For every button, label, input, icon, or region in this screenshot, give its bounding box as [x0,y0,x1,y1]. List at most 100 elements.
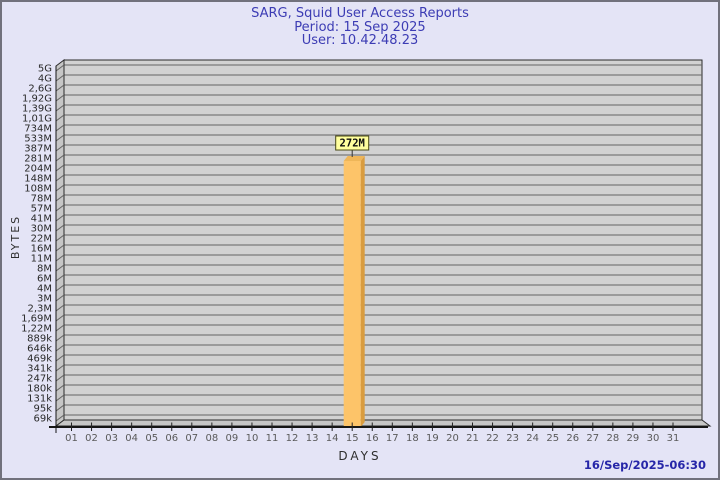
y-tick-label: 69k [33,414,52,425]
left-wall [55,59,65,427]
wall-tick [55,164,65,172]
report-header: SARG, Squid User Access Reports Period: … [2,7,718,48]
x-tick-label: 25 [546,433,559,444]
wall-tick [55,294,65,302]
wall-tick [55,84,65,92]
report-period: Period: 15 Sep 2025 [294,19,426,35]
x-tick-label: 18 [406,433,419,444]
wall-tick [55,414,65,422]
x-tick-label: 27 [586,433,599,444]
wall-tick [55,344,65,352]
wall-tick [55,394,65,402]
floor [54,419,712,427]
wall-tick [55,384,65,392]
y-tick-label: 2,3M [27,304,52,315]
y-tick-label: 3M [37,294,52,305]
x-tick-label: 24 [526,433,539,444]
x-tick-label: 29 [627,433,640,444]
wall-tick [55,214,65,222]
x-tick-label: 30 [647,433,660,444]
y-tick-label: 387M [24,144,52,155]
x-tick-label: 11 [266,433,279,444]
wall-tick [55,94,65,102]
y-tick-label: 57M [31,204,52,215]
x-axis-title: DAYS [338,449,382,463]
generated-timestamp: 16/Sep/2025-06:30 [583,458,706,472]
wall-tick [55,104,65,112]
x-tick-label: 12 [286,433,299,444]
y-tick-label: 5G [38,64,52,75]
x-tick-label: 15 [346,433,359,444]
wall-tick [55,254,65,262]
y-tick-label: 1,01G [22,114,52,125]
x-tick-label: 23 [506,433,519,444]
x-tick-label: 07 [185,433,198,444]
y-tick-label: 281M [24,154,52,165]
y-tick-label: 78M [31,194,52,205]
x-tick-label: 03 [105,433,118,444]
wall-tick [55,64,65,72]
wall-tick [55,334,65,342]
wall-tick [55,324,65,332]
y-tick-label: 1,39G [22,104,52,115]
wall-tick [55,144,65,152]
y-tick-label: 131k [27,394,52,405]
wall-tick [55,194,65,202]
x-tick-label: 13 [306,433,319,444]
x-tick-label: 09 [226,433,239,444]
wall-tick [55,244,65,252]
x-tick-label: 19 [426,433,439,444]
wall-tick [55,154,65,162]
wall-tick [55,224,65,232]
wall-tick [55,404,65,412]
wall-tick [55,124,65,132]
y-tick-label: 247k [27,374,52,385]
x-tick-label: 20 [446,433,459,444]
y-tick-label: 533M [24,134,52,145]
report-user: User: 10.42.48.23 [301,33,419,48]
y-tick-label: 22M [31,234,52,245]
y-tick-label: 1,69M [21,314,52,325]
wall-tick [55,134,65,142]
wall-tick [55,184,65,192]
y-tick-label: 11M [31,254,52,265]
x-tick-label: 17 [386,433,399,444]
x-tick-label: 14 [326,433,339,444]
wall-tick [55,284,65,292]
y-tick-label: 646k [27,344,52,355]
x-tick-label: 31 [667,433,680,444]
x-tick-label: 05 [145,433,158,444]
wall-tick [55,74,65,82]
wall-tick [55,314,65,322]
value-callout-label: 272M [340,138,365,150]
x-tick-label: 10 [246,433,259,444]
plot-back-wall [63,59,703,421]
x-tick-label: 02 [85,433,98,444]
bar [343,161,361,427]
bar-top-face [343,156,365,162]
y-tick-label: 41M [31,214,52,225]
wall-tick [55,174,65,182]
y-tick-label: 95k [33,404,52,415]
y-tick-label: 889k [27,334,52,345]
x-tick-label: 06 [165,433,178,444]
wall-tick [55,114,65,122]
x-tick-label: 01 [65,433,78,444]
y-tick-label: 341k [27,364,52,375]
wall-tick [55,264,65,272]
y-tick-label: 4G [38,74,52,85]
y-tick-label: 148M [24,174,52,185]
x-tick-label: 16 [366,433,379,444]
y-tick-label: 108M [24,184,52,195]
y-tick-label: 734M [24,124,52,135]
value-callout-box [335,135,370,151]
x-tick-label: 21 [466,433,479,444]
y-tick-label: 6M [37,274,52,285]
wall-tick [55,304,65,312]
wall-tick [55,274,65,282]
x-tick-label: 04 [125,433,138,444]
wall-tick [55,354,65,362]
y-tick-label: 180k [27,384,52,395]
